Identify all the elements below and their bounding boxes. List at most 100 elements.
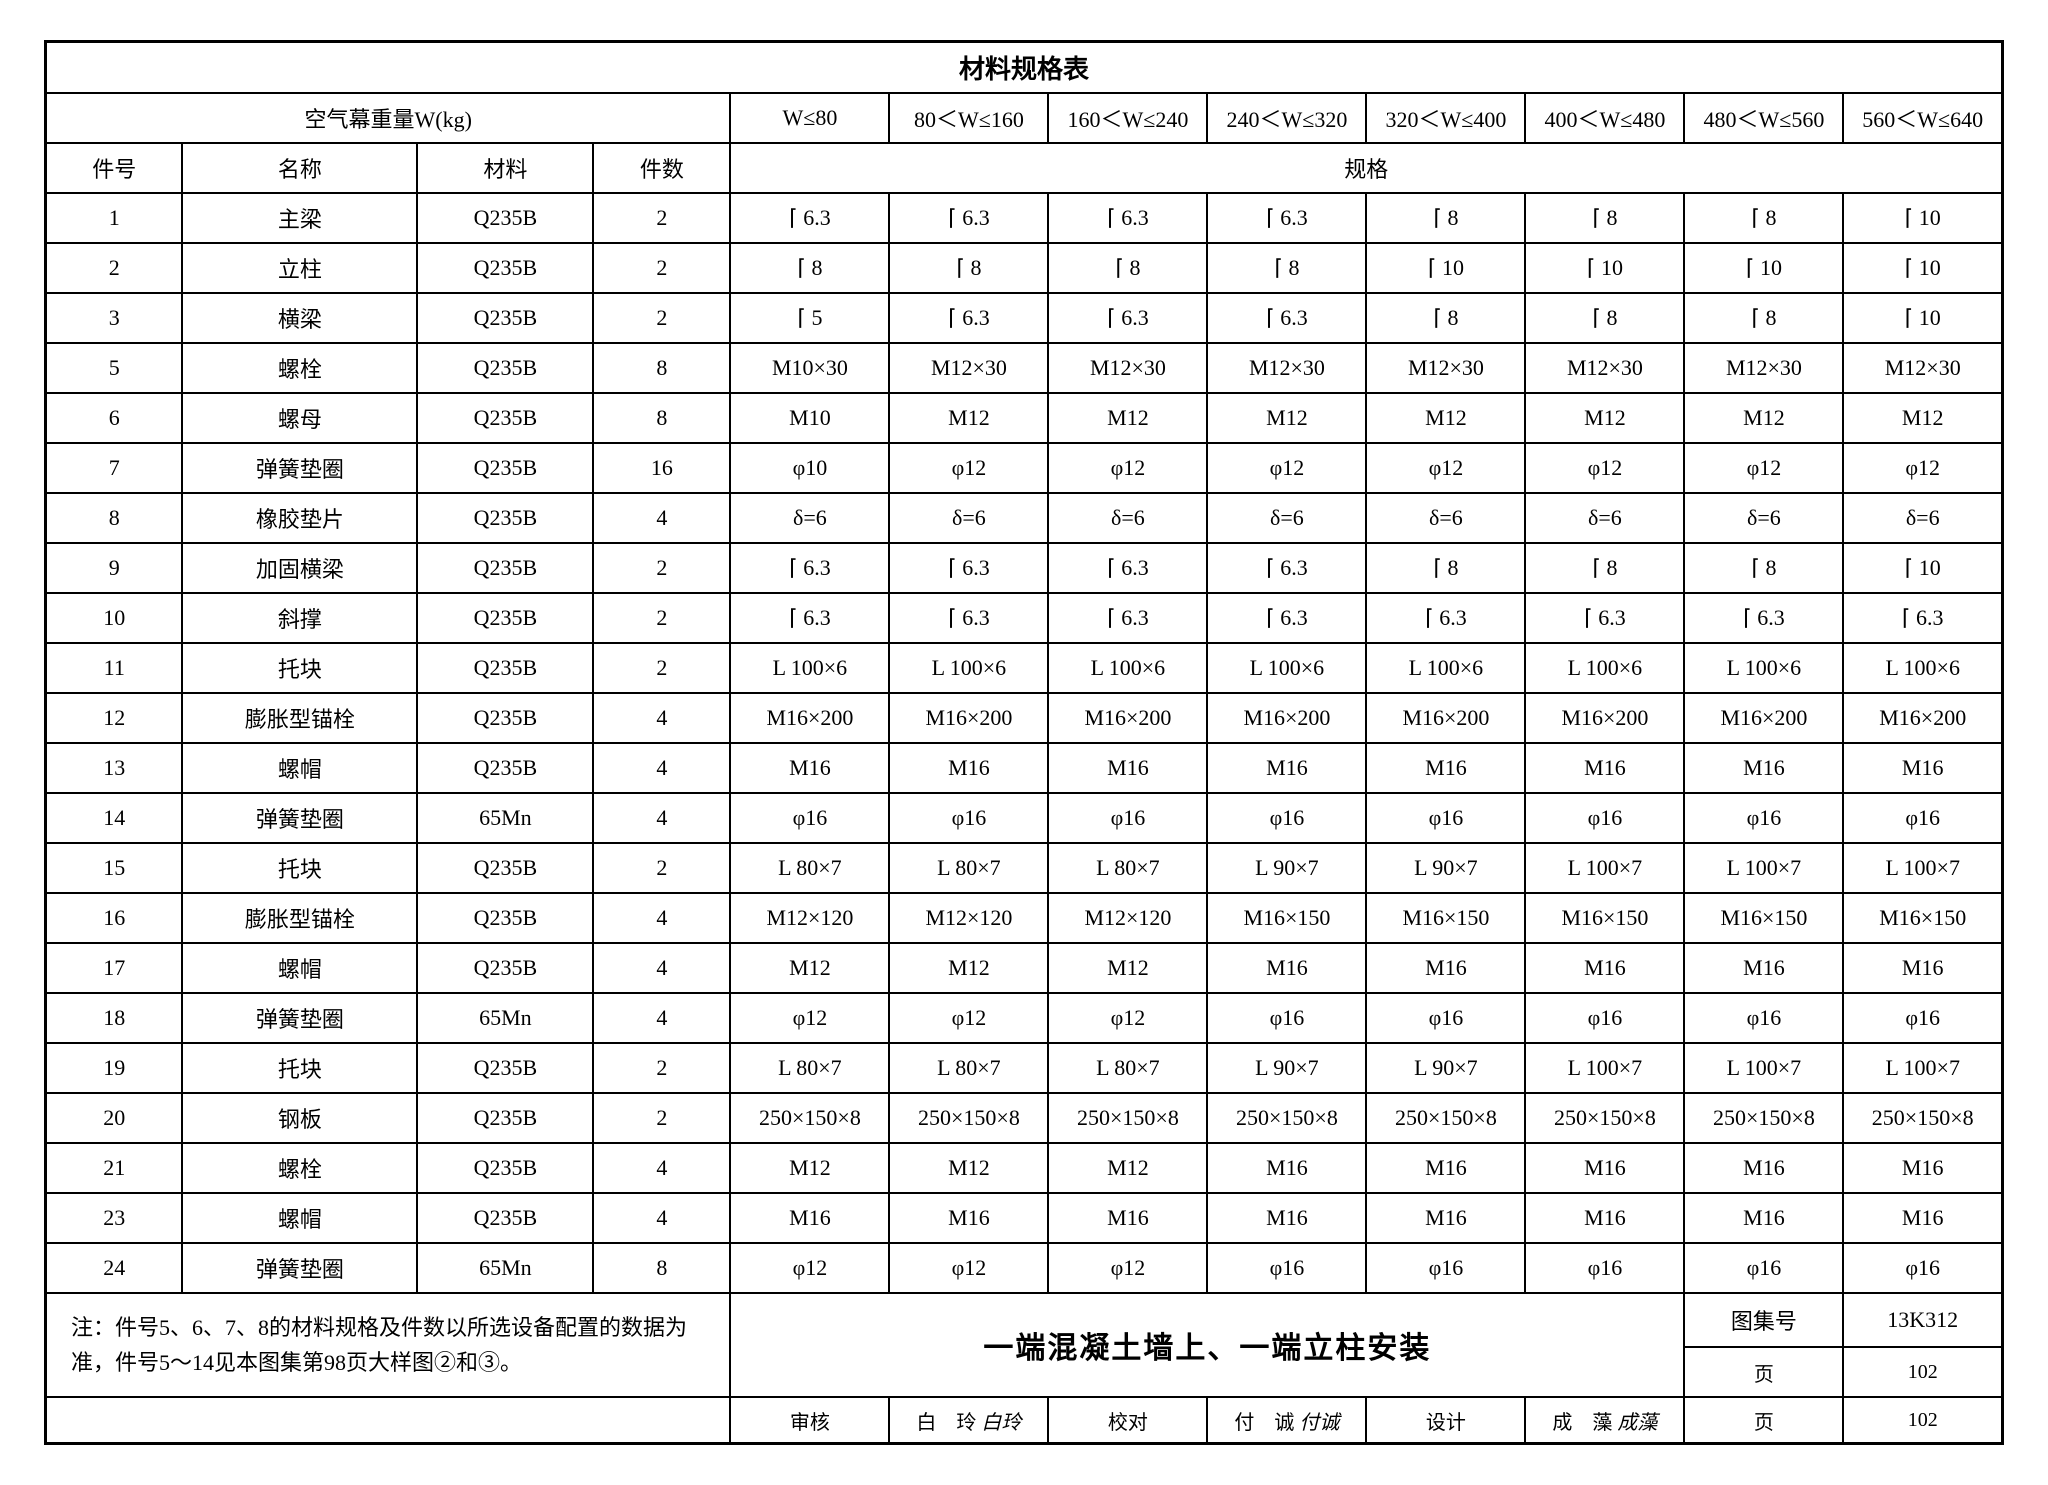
note-cell: 注：件号5、6、7、8的材料规格及件数以所选设备配置的数据为准，件号5～14见本… bbox=[46, 1293, 731, 1397]
cell-v3: M12×30 bbox=[1207, 343, 1366, 393]
cell-v4: ⌈ 6.3 bbox=[1366, 593, 1525, 643]
weight-label: 空气幕重量W(kg) bbox=[46, 93, 731, 143]
cell-v5: φ16 bbox=[1525, 793, 1684, 843]
cell-v0: ⌈ 5 bbox=[730, 293, 889, 343]
cell-v0: M10 bbox=[730, 393, 889, 443]
check-label: 校对 bbox=[1048, 1397, 1207, 1444]
cell-name: 螺栓 bbox=[182, 343, 417, 393]
cell-number: 10 bbox=[46, 593, 183, 643]
cell-number: 5 bbox=[46, 343, 183, 393]
cell-v7: φ12 bbox=[1843, 443, 2002, 493]
cell-name: 弹簧垫圈 bbox=[182, 993, 417, 1043]
cell-qty: 16 bbox=[593, 443, 730, 493]
cell-name: 橡胶垫片 bbox=[182, 493, 417, 543]
cell-v6: ⌈ 8 bbox=[1684, 193, 1843, 243]
cell-v4: M16 bbox=[1366, 1143, 1525, 1193]
cell-v2: φ12 bbox=[1048, 443, 1207, 493]
cell-v1: ⌈ 6.3 bbox=[889, 593, 1048, 643]
cell-v6: M16 bbox=[1684, 743, 1843, 793]
cell-v6: ⌈ 6.3 bbox=[1684, 593, 1843, 643]
cell-qty: 2 bbox=[593, 643, 730, 693]
cell-v7: M16×150 bbox=[1843, 893, 2002, 943]
cell-v0: δ=6 bbox=[730, 493, 889, 543]
cell-number: 1 bbox=[46, 193, 183, 243]
cell-v1: M12 bbox=[889, 393, 1048, 443]
cell-qty: 8 bbox=[593, 1243, 730, 1293]
cell-qty: 4 bbox=[593, 1193, 730, 1243]
cell-qty: 2 bbox=[593, 293, 730, 343]
cell-v7: M16×200 bbox=[1843, 693, 2002, 743]
col-name: 名称 bbox=[182, 143, 417, 193]
cell-v4: δ=6 bbox=[1366, 493, 1525, 543]
cell-v5: φ12 bbox=[1525, 443, 1684, 493]
range-2: 160＜W≤240 bbox=[1048, 93, 1207, 143]
cell-v6: M16 bbox=[1684, 1143, 1843, 1193]
cell-v1: φ12 bbox=[889, 1243, 1048, 1293]
cell-material: Q235B bbox=[417, 243, 593, 293]
cell-v5: 250×150×8 bbox=[1525, 1093, 1684, 1143]
cell-name: 加固横梁 bbox=[182, 543, 417, 593]
footer-row-1: 注：件号5、6、7、8的材料规格及件数以所选设备配置的数据为准，件号5～14见本… bbox=[46, 1293, 2003, 1347]
cell-v7: δ=6 bbox=[1843, 493, 2002, 543]
table-row: 19托块Q235B2L 80×7L 80×7L 80×7L 90×7L 90×7… bbox=[46, 1043, 2003, 1093]
cell-number: 18 bbox=[46, 993, 183, 1043]
cell-number: 14 bbox=[46, 793, 183, 843]
cell-number: 23 bbox=[46, 1193, 183, 1243]
cell-name: 立柱 bbox=[182, 243, 417, 293]
cell-v0: M12 bbox=[730, 1143, 889, 1193]
range-0: W≤80 bbox=[730, 93, 889, 143]
cell-v4: ⌈ 8 bbox=[1366, 543, 1525, 593]
cell-v0: φ10 bbox=[730, 443, 889, 493]
cell-v1: M12×30 bbox=[889, 343, 1048, 393]
cell-name: 托块 bbox=[182, 843, 417, 893]
cell-qty: 2 bbox=[593, 243, 730, 293]
cell-qty: 8 bbox=[593, 343, 730, 393]
cell-v0: φ12 bbox=[730, 993, 889, 1043]
cell-material: Q235B bbox=[417, 1193, 593, 1243]
cell-qty: 4 bbox=[593, 493, 730, 543]
cell-v4: L 100×6 bbox=[1366, 643, 1525, 693]
cell-v5: M16×150 bbox=[1525, 893, 1684, 943]
cell-v3: φ16 bbox=[1207, 793, 1366, 843]
cell-v4: ⌈ 8 bbox=[1366, 293, 1525, 343]
cell-material: Q235B bbox=[417, 943, 593, 993]
cell-v3: L 90×7 bbox=[1207, 1043, 1366, 1093]
cell-v6: M12×30 bbox=[1684, 343, 1843, 393]
cell-v5: M16 bbox=[1525, 943, 1684, 993]
cell-v5: M16 bbox=[1525, 1143, 1684, 1193]
table-row: 14弹簧垫圈65Mn4φ16φ16φ16φ16φ16φ16φ16φ16 bbox=[46, 793, 2003, 843]
cell-qty: 4 bbox=[593, 693, 730, 743]
cell-v3: M16 bbox=[1207, 1193, 1366, 1243]
cell-qty: 2 bbox=[593, 1093, 730, 1143]
cell-v7: ⌈ 6.3 bbox=[1843, 593, 2002, 643]
cell-v0: M16 bbox=[730, 1193, 889, 1243]
table-row: 5螺栓Q235B8M10×30M12×30M12×30M12×30M12×30M… bbox=[46, 343, 2003, 393]
cell-qty: 4 bbox=[593, 743, 730, 793]
cell-v1: ⌈ 8 bbox=[889, 243, 1048, 293]
check-name: 付 诚 付诚 bbox=[1207, 1397, 1366, 1444]
cell-v2: M12×30 bbox=[1048, 343, 1207, 393]
cell-v7: M12 bbox=[1843, 393, 2002, 443]
cell-v4: M12×30 bbox=[1366, 343, 1525, 393]
cell-number: 7 bbox=[46, 443, 183, 493]
cell-v0: 250×150×8 bbox=[730, 1093, 889, 1143]
cell-v3: M16×200 bbox=[1207, 693, 1366, 743]
cell-material: Q235B bbox=[417, 643, 593, 693]
design-name: 成 藻 成藻 bbox=[1525, 1397, 1684, 1444]
cell-v6: M16 bbox=[1684, 943, 1843, 993]
page-value: 102 bbox=[1843, 1347, 2002, 1397]
cell-number: 19 bbox=[46, 1043, 183, 1093]
table-row: 13螺帽Q235B4M16M16M16M16M16M16M16M16 bbox=[46, 743, 2003, 793]
cell-v2: M12×120 bbox=[1048, 893, 1207, 943]
cell-qty: 4 bbox=[593, 943, 730, 993]
cell-v5: L 100×6 bbox=[1525, 643, 1684, 693]
cell-v0: M12×120 bbox=[730, 893, 889, 943]
cell-v0: ⌈ 8 bbox=[730, 243, 889, 293]
cell-material: Q235B bbox=[417, 1043, 593, 1093]
cell-name: 斜撑 bbox=[182, 593, 417, 643]
cell-qty: 2 bbox=[593, 193, 730, 243]
cell-v2: M16 bbox=[1048, 743, 1207, 793]
cell-qty: 2 bbox=[593, 1043, 730, 1093]
cell-qty: 4 bbox=[593, 893, 730, 943]
table-row: 1主梁Q235B2⌈ 6.3⌈ 6.3⌈ 6.3⌈ 6.3⌈ 8⌈ 8⌈ 8⌈ … bbox=[46, 193, 2003, 243]
